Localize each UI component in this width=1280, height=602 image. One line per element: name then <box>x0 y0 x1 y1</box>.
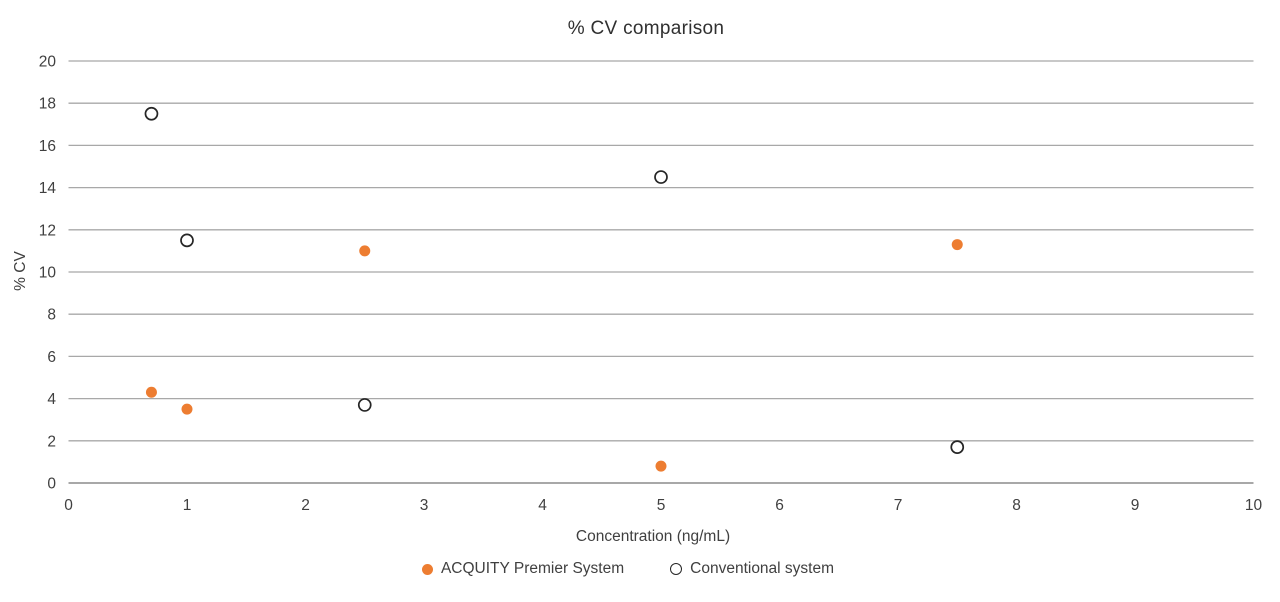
y-tick-label: 8 <box>47 307 56 324</box>
data-point-conventional-system <box>144 106 159 121</box>
y-tick-label: 4 <box>47 391 56 408</box>
legend-item-acquity-premier: ACQUITY Premier System <box>421 560 625 578</box>
x-tick-label: 0 <box>64 497 73 514</box>
data-point-acquity-premier-system <box>145 386 157 398</box>
x-tick-label: 7 <box>894 497 903 514</box>
y-tick-label: 16 <box>39 138 56 155</box>
data-point-conventional-system <box>357 398 372 412</box>
legend-label-acquity-premier: ACQUITY Premier System <box>440 560 625 577</box>
data-point-acquity-premier-system <box>359 245 371 257</box>
chart-legend: ACQUITY Premier System Conventional syst… <box>0 560 1256 578</box>
legend-label-conventional: Conventional system <box>690 560 835 577</box>
x-axis-title: Concentration (ng/mL) <box>575 528 731 545</box>
x-tick-label: 8 <box>1012 497 1021 514</box>
data-point-acquity-premier-system <box>181 403 193 415</box>
x-tick-label: 4 <box>538 497 547 514</box>
data-point-conventional-system <box>180 233 194 248</box>
x-tick-label: 5 <box>657 497 666 514</box>
y-tick-label: 2 <box>47 433 56 450</box>
data-point-conventional-system <box>654 170 668 184</box>
y-axis-title: % CV <box>12 251 29 291</box>
x-tick-label: 2 <box>301 497 310 514</box>
x-tick-label: 6 <box>775 497 784 514</box>
y-tick-label: 20 <box>39 54 57 71</box>
legend-item-conventional: Conventional system <box>670 560 834 578</box>
x-tick-label: 10 <box>1245 497 1263 514</box>
x-tick-label: 3 <box>420 497 429 514</box>
chart-title: % CV comparison <box>567 18 725 39</box>
y-tick-label: 6 <box>47 349 56 366</box>
open-circle-marker-icon <box>670 563 683 575</box>
y-tick-label: 18 <box>39 96 56 113</box>
y-tick-label: 12 <box>39 222 56 239</box>
data-point-acquity-premier-system <box>951 239 963 251</box>
x-tick-label: 1 <box>183 497 192 514</box>
x-tick-label: 9 <box>1131 497 1140 514</box>
y-tick-label: 10 <box>39 265 57 282</box>
y-tick-label: 14 <box>39 180 57 197</box>
filled-circle-marker-icon <box>421 563 433 575</box>
data-point-acquity-premier-system <box>655 460 667 472</box>
y-tick-label: 0 <box>47 476 56 493</box>
data-point-conventional-system <box>950 440 965 454</box>
